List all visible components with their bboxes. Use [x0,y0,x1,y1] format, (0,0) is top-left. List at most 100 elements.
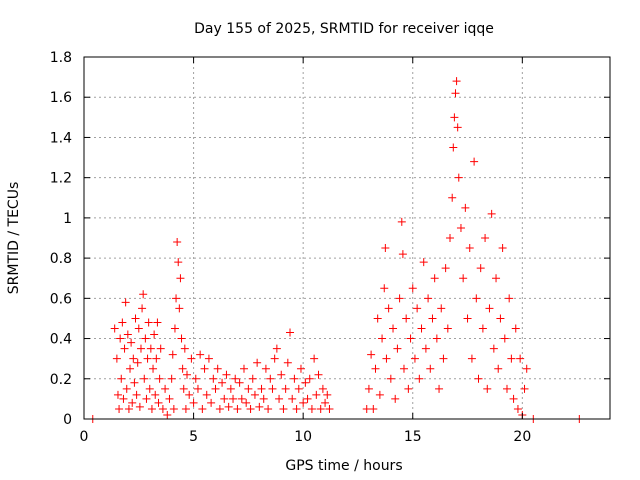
data-point [213,364,222,373]
data-point [140,374,149,383]
data-point [119,394,128,403]
data-point [211,384,220,393]
data-point [507,354,516,363]
data-point [151,390,160,399]
data-point [415,374,424,383]
data-point [147,404,156,413]
data-point [220,394,229,403]
data-point [502,384,511,393]
data-point [437,304,446,313]
data-point [250,390,259,399]
y-axis-label: SRMTID / TECUs [6,182,22,295]
data-point [305,374,314,383]
data-point [500,334,509,343]
data-point [266,374,275,383]
grid-layer [84,57,610,419]
data-point [173,238,182,247]
data-point [133,358,142,367]
data-point [430,274,439,283]
data-point [246,404,255,413]
data-point [187,354,196,363]
data-point [135,402,144,411]
y-tick-label: 1.2 [50,171,72,187]
data-point [281,384,290,393]
data-points-layer [88,77,584,423]
data-point [196,350,205,359]
data-point [451,89,460,98]
data-point [449,143,458,152]
data-point [261,364,270,373]
data-point [179,384,188,393]
data-point [498,244,507,253]
data-point [371,364,380,373]
data-point [439,354,448,363]
data-point [290,374,299,383]
data-point [146,344,155,353]
data-point [218,378,227,387]
data-point [391,394,400,403]
data-point [255,402,264,411]
data-point [270,354,279,363]
data-point [386,374,395,383]
data-point [496,314,505,323]
data-point [378,334,387,343]
data-point [138,304,147,313]
data-point [310,354,319,363]
data-point [373,314,382,323]
data-point [323,390,332,399]
data-point [454,173,463,182]
data-point [465,244,474,253]
data-point [474,374,483,383]
data-point [152,354,161,363]
data-point [257,384,266,393]
data-point [321,398,330,407]
data-point [202,390,211,399]
data-point [185,390,194,399]
data-point [174,258,183,267]
data-point [175,304,184,313]
data-point [172,294,181,303]
x-tick-label: 0 [80,429,89,445]
data-point [292,404,301,413]
data-point [123,330,132,339]
data-point [141,334,150,343]
data-point [158,404,167,413]
data-point [476,264,485,273]
data-point [382,354,391,363]
x-tick-label: 20 [513,429,531,445]
data-point [163,410,172,419]
data-point [235,378,244,387]
data-point [314,370,323,379]
data-point [435,384,444,393]
data-point [277,370,286,379]
ticks-layer: 0 0.2 0.4 0.6 0.8 1 1.2 1.4 1.6 1.8 0 5 10 15 20 [50,50,610,445]
data-point [381,244,390,253]
data-point [124,404,133,413]
data-point [244,384,253,393]
data-point [170,324,179,333]
data-point [204,354,213,363]
data-point [149,364,158,373]
data-point [419,258,428,267]
data-point [367,350,376,359]
data-point [242,398,251,407]
data-point [193,384,202,393]
data-point [448,193,457,202]
data-point [470,157,479,166]
data-point [286,328,295,337]
data-point [198,404,207,413]
y-tick-label: 1 [63,211,72,227]
data-point [426,364,435,373]
y-tick-label: 0 [63,412,72,428]
data-point [406,334,415,343]
data-point [279,404,288,413]
data-point [404,384,413,393]
data-point [191,374,200,383]
data-point [116,334,125,343]
data-point [127,338,136,347]
data-point [397,217,406,226]
data-point [494,364,503,373]
data-point [505,294,514,303]
data-point [150,330,159,339]
